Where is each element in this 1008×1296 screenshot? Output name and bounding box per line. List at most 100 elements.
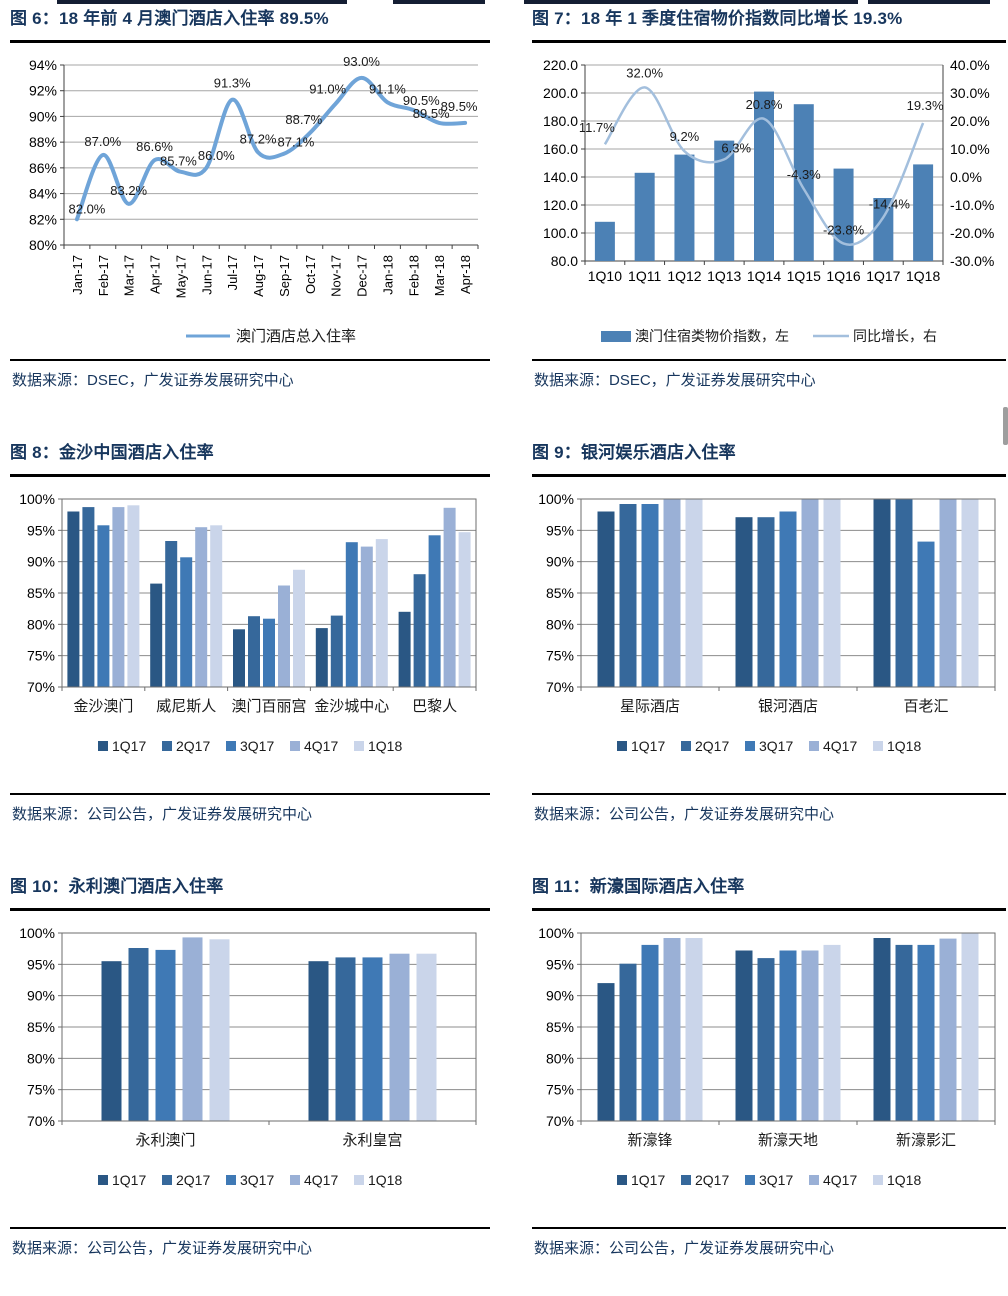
x-axis-label: Mar-18 xyxy=(432,255,447,296)
data-label: 83.2% xyxy=(110,183,147,198)
occupancy-bar xyxy=(939,499,957,687)
figure-8-source: 数据来源：公司公告，广发证券发展研究中心 xyxy=(12,806,313,823)
category-label: 星际酒店 xyxy=(620,698,680,715)
y-axis-label: 90% xyxy=(29,108,57,124)
price-index-bar xyxy=(634,172,655,261)
figure-10-block: 图 10：永利澳门酒店入住率 100% 95% 90% 85% 80% 75% 70% 永利澳… xyxy=(10,876,490,1258)
combo-chart-svg: 220.0 40.0% 200.0 30.0% 180.0 20.0% 160.0 10.0%… xyxy=(543,57,994,344)
occupancy-bar xyxy=(619,963,637,1121)
occupancy-bar xyxy=(895,944,913,1121)
data-label: 86.0% xyxy=(198,148,235,163)
legend-label: 3Q17 xyxy=(759,738,793,754)
right-axis-label: -30.0% xyxy=(950,253,994,269)
legend-swatch xyxy=(745,741,755,751)
occupancy-bar xyxy=(641,504,659,687)
clipped-text-fragment xyxy=(868,0,990,4)
right-axis-label: 40.0% xyxy=(950,57,990,73)
occupancy-bar xyxy=(362,957,383,1121)
data-label: 91.1% xyxy=(369,81,406,96)
price-index-bar xyxy=(913,164,934,261)
legend-label: 1Q18 xyxy=(368,1172,402,1188)
legend-swatch xyxy=(745,1175,755,1185)
occupancy-bar xyxy=(195,527,208,687)
occupancy-bar xyxy=(597,511,615,687)
occupancy-bar xyxy=(182,937,203,1121)
occupancy-bar xyxy=(345,542,358,687)
occupancy-bar xyxy=(398,611,411,687)
occupancy-bar xyxy=(67,511,80,687)
figure-8-bar-chart: 100% 95% 90% 85% 80% 75% 70% 金沙澳门 威尼斯人 澳门百丽宫 金沙城中心… xyxy=(10,483,490,791)
data-label: 20.8% xyxy=(746,97,783,112)
legend-label: 1Q17 xyxy=(631,1172,665,1188)
y-axis-label: 80% xyxy=(29,237,57,253)
occupancy-bar xyxy=(663,938,681,1121)
occupancy-bar xyxy=(917,944,935,1121)
occupancy-bar xyxy=(873,938,891,1121)
occupancy-bar xyxy=(895,499,913,687)
occupancy-bar xyxy=(801,499,819,687)
y-axis-label: 80% xyxy=(27,1050,55,1066)
y-axis-label: 95% xyxy=(546,522,574,538)
data-label: 11.7% xyxy=(579,120,615,135)
y-axis-label: 84% xyxy=(29,186,57,202)
occupancy-bar xyxy=(779,511,797,687)
occupancy-bar xyxy=(413,574,426,687)
y-axis-label: 70% xyxy=(546,679,574,695)
x-axis-label: May-17 xyxy=(173,255,188,298)
occupancy-bar xyxy=(308,961,329,1121)
legend-label: 3Q17 xyxy=(759,1172,793,1188)
right-axis-label: 20.0% xyxy=(950,113,990,129)
grouped_bar-chart-svg: 100% 95% 90% 85% 80% 75% 70% 永利澳门 永利皇宫 1Q17 2Q17 3Q… xyxy=(19,925,477,1188)
figure-7-block: 图 7：18 年 1 季度住宿物价指数同比增长 19.3% 220.0 40.0%… xyxy=(532,8,1006,390)
line-chart-svg: 94% 92% 90% 88% 86% 84% 82% 80% 82.0% 87.0% 83.2% 8… xyxy=(29,54,479,345)
occupancy-bar xyxy=(389,953,410,1121)
legend-swatch xyxy=(681,1175,691,1185)
x-axis-label: Apr-18 xyxy=(458,255,473,294)
occupancy-bar xyxy=(293,569,305,687)
x-axis-label: Aug-17 xyxy=(251,255,266,297)
occupancy-bar xyxy=(97,525,110,687)
figure-8-block: 图 8：金沙中国酒店入住率 100% 95% 90% 85% 80% 75% 70% 金沙澳门… xyxy=(10,442,490,824)
figure-9-source: 数据来源：公司公告，广发证券发展研究中心 xyxy=(534,806,835,823)
y-axis-label: 70% xyxy=(546,1113,574,1129)
grouped_bar-chart-svg: 100% 95% 90% 85% 80% 75% 70% 新濠锋 新濠天地 新濠影汇 1Q17 2Q1… xyxy=(538,925,996,1188)
occupancy-bar xyxy=(155,949,176,1121)
occupancy-bar xyxy=(458,532,471,687)
y-axis-label: 85% xyxy=(27,585,55,601)
source-rule xyxy=(10,1227,490,1229)
legend-label: 同比增长，右 xyxy=(853,328,937,344)
x-axis-label: 1Q18 xyxy=(906,268,940,284)
x-axis-label: 1Q10 xyxy=(588,268,622,284)
legend-label: 4Q17 xyxy=(304,738,338,754)
price-index-bar xyxy=(873,198,894,261)
y-axis-label: 80% xyxy=(546,1050,574,1066)
figure-11-title: 图 11：新濠国际酒店入住率 xyxy=(532,877,745,896)
data-label: 87.0% xyxy=(84,134,121,149)
title-rule xyxy=(10,474,490,477)
x-axis-label: 1Q12 xyxy=(667,268,701,284)
legend-swatch xyxy=(354,741,364,751)
legend-swatch xyxy=(290,741,300,751)
occupancy-bar xyxy=(335,957,356,1121)
plot-border xyxy=(61,932,477,1122)
occupancy-bar xyxy=(82,507,95,687)
x-axis-label: Sep-17 xyxy=(277,255,292,297)
data-label: 91.0% xyxy=(309,82,346,97)
occupancy-bar xyxy=(443,507,456,687)
occupancy-bar xyxy=(823,944,841,1121)
clipped-text-fragment xyxy=(393,0,485,4)
occupancy-bar xyxy=(112,507,125,687)
occupancy-bar xyxy=(873,499,891,687)
scrollbar-thumb[interactable] xyxy=(1003,407,1008,445)
clipped-text-fragment xyxy=(524,0,858,4)
figure-6-block: 图 6：18 年前 4 月澳门酒店入住率 89.5% 94% 92% 90% 88% 8… xyxy=(10,8,490,390)
y-axis-label: 90% xyxy=(27,988,55,1004)
title-rule xyxy=(532,908,1006,911)
x-axis-label: Nov-17 xyxy=(329,255,344,297)
occupancy-bar xyxy=(757,517,775,687)
source-rule xyxy=(532,359,1006,361)
category-label: 新濠天地 xyxy=(758,1131,818,1149)
legend-label: 1Q18 xyxy=(368,738,402,754)
occupancy-bar xyxy=(685,499,703,687)
legend-label: 4Q17 xyxy=(823,738,857,754)
